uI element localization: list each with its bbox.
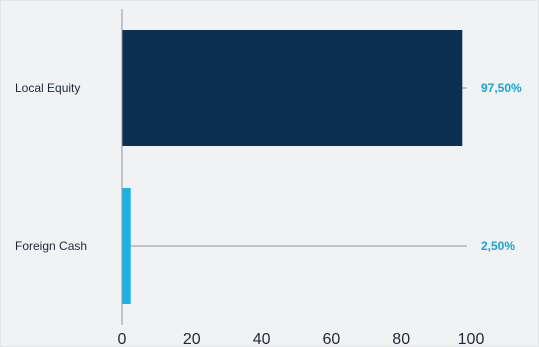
data-label-foreign-cash: 2,50% (481, 239, 515, 253)
category-label-foreign-cash: Foreign Cash (15, 239, 87, 253)
x-tick-label-0: 0 (118, 331, 127, 346)
x-tick-label-20: 20 (183, 331, 201, 346)
category-labels: Local Equity Foreign Cash (15, 81, 87, 253)
data-label-local-equity: 97,50% (481, 81, 522, 95)
x-tick-label-100: 100 (458, 331, 485, 346)
bar-foreign-cash (122, 188, 131, 304)
data-labels: 97,50% 2,50% (481, 81, 522, 253)
x-tick-label-80: 80 (392, 331, 410, 346)
bar-local-equity (122, 30, 463, 146)
x-tick-label-40: 40 (253, 331, 271, 346)
bars (122, 30, 463, 304)
x-tick-label-60: 60 (323, 331, 341, 346)
x-tick-labels: 0 20 40 60 80 100 (118, 331, 485, 346)
category-label-local-equity: Local Equity (15, 81, 80, 95)
